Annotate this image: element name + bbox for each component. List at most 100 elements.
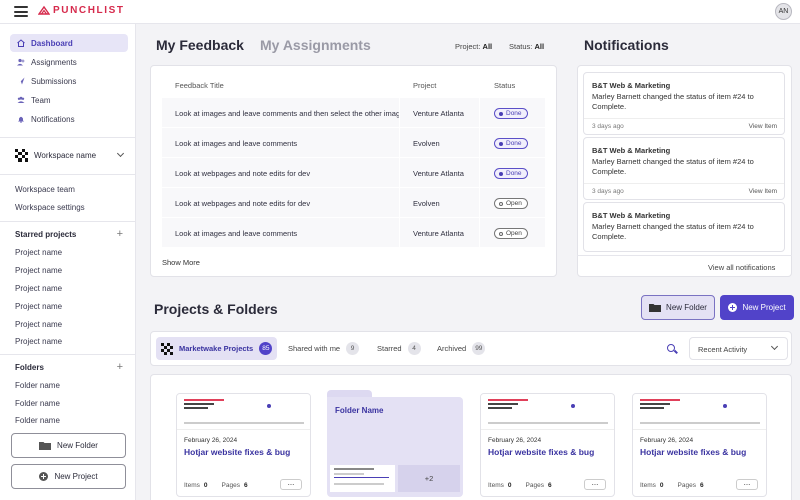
workspace-name: Workspace name xyxy=(34,150,97,160)
tab-count: 85 xyxy=(259,342,273,355)
feedback-project: Evolven xyxy=(413,139,440,148)
tab-marketwake-projects[interactable]: Marketwake Projects 85 xyxy=(156,337,278,360)
folder-thumbnail xyxy=(330,465,395,492)
project-date: February 26, 2024 xyxy=(488,437,542,444)
table-row[interactable]: Look at images and leave comments Evolve… xyxy=(162,127,545,158)
project-date: February 26, 2024 xyxy=(640,437,694,444)
starred-project-item[interactable]: Project name xyxy=(15,337,63,346)
view-item-link[interactable]: View Item xyxy=(748,188,777,195)
bell-icon xyxy=(18,116,24,123)
feedback-title: Look at images and leave comments and th… xyxy=(175,109,400,118)
folder-name[interactable]: Folder Name xyxy=(335,406,384,415)
new-folder-label: New Folder xyxy=(666,303,707,312)
table-row[interactable]: Look at images and leave comments Ventur… xyxy=(162,217,545,248)
feedback-title: Look at webpages and note edits for dev xyxy=(175,169,311,178)
starred-project-item[interactable]: Project name xyxy=(15,266,63,275)
nav-label: Submissions xyxy=(31,76,77,86)
workspace-settings-link[interactable]: Workspace settings xyxy=(15,203,85,212)
project-date: February 26, 2024 xyxy=(184,437,238,444)
starred-projects-heading: Starred projects xyxy=(15,230,77,239)
nav-label: Team xyxy=(31,95,51,105)
project-filter[interactable]: Project: All xyxy=(455,42,492,51)
folder-card[interactable]: Folder Name +2 xyxy=(327,390,463,497)
projects-title: Projects & Folders xyxy=(154,301,278,317)
project-stats: Items 0 Pages 6 xyxy=(184,482,248,489)
project-name[interactable]: Hotjar website fixes & bug xyxy=(488,447,595,457)
search-icon[interactable] xyxy=(667,344,675,352)
folder-item[interactable]: Folder name xyxy=(15,399,60,408)
status-badge: Open xyxy=(494,228,528,239)
feedback-title: Look at images and leave comments xyxy=(175,229,298,238)
status-badge: Done xyxy=(494,138,528,149)
folder-item[interactable]: Folder name xyxy=(15,416,60,425)
tab-label: Starred xyxy=(377,344,402,353)
tab-label: Archived xyxy=(437,344,467,353)
column-header-project: Project xyxy=(413,81,437,90)
notification-item[interactable]: B&T Web & Marketing Marley Barnett chang… xyxy=(583,72,785,135)
table-row[interactable]: Look at webpages and note edits for dev … xyxy=(162,157,545,188)
new-folder-button[interactable]: New Folder xyxy=(641,295,715,320)
nav-assignments[interactable]: Assignments xyxy=(10,53,128,71)
starred-project-item[interactable]: Project name xyxy=(15,284,63,293)
status-badge: Open xyxy=(494,198,528,209)
new-project-button[interactable]: New Project xyxy=(720,295,794,320)
avatar[interactable]: AN xyxy=(775,3,792,20)
nav-notifications[interactable]: Notifications xyxy=(10,110,128,128)
table-row[interactable]: Look at webpages and note edits for dev … xyxy=(162,187,545,218)
nav-label: Notifications xyxy=(31,114,75,124)
tab-shared-with-me[interactable]: Shared with me 9 xyxy=(288,337,360,360)
project-card[interactable]: February 26, 2024 Hotjar website fixes &… xyxy=(176,393,311,497)
status-filter[interactable]: Status: All xyxy=(509,42,544,51)
show-more-link[interactable]: Show More xyxy=(162,258,200,267)
notification-title: B&T Web & Marketing xyxy=(592,81,671,90)
feedback-title: Look at images and leave comments xyxy=(175,139,298,148)
project-card[interactable]: February 26, 2024 Hotjar website fixes &… xyxy=(480,393,615,497)
status-filter-label: Status: xyxy=(509,42,533,51)
notification-title: B&T Web & Marketing xyxy=(592,146,671,155)
tab-archived[interactable]: Archived 99 xyxy=(437,337,486,360)
tab-count: 4 xyxy=(407,342,421,355)
view-all-notifications-link[interactable]: View all notifications xyxy=(708,263,776,272)
project-card[interactable]: February 26, 2024 Hotjar website fixes &… xyxy=(632,393,767,497)
project-filter-label: Project: xyxy=(455,42,481,51)
plus-circle-icon xyxy=(39,472,49,481)
notification-title: B&T Web & Marketing xyxy=(592,211,671,220)
nav-team[interactable]: Team xyxy=(10,91,128,109)
table-row[interactable]: Look at images and leave comments and th… xyxy=(162,97,545,128)
project-name[interactable]: Hotjar website fixes & bug xyxy=(640,447,747,457)
sort-select[interactable]: Recent Activity xyxy=(689,337,788,360)
feedback-project: Evolven xyxy=(413,199,440,208)
starred-project-item[interactable]: Project name xyxy=(15,302,63,311)
workspace-team-link[interactable]: Workspace team xyxy=(15,185,75,194)
nav-submissions[interactable]: Submissions xyxy=(10,72,128,90)
feedback-title: Look at webpages and note edits for dev xyxy=(175,199,311,208)
menu-icon[interactable] xyxy=(14,6,28,17)
view-item-link[interactable]: View Item xyxy=(748,123,777,130)
add-folder-plus-icon[interactable]: + xyxy=(116,361,123,373)
user-plus-icon xyxy=(17,58,25,66)
project-name[interactable]: Hotjar website fixes & bug xyxy=(184,447,291,457)
chevron-down-icon xyxy=(116,149,125,158)
folder-item[interactable]: Folder name xyxy=(15,381,60,390)
sidebar-new-project-button[interactable]: New Project xyxy=(11,464,126,489)
chevron-down-icon xyxy=(770,342,779,351)
project-filter-value: All xyxy=(482,42,493,51)
more-options-button[interactable]: ... xyxy=(280,479,302,490)
starred-project-item[interactable]: Project name xyxy=(15,248,63,257)
tab-my-feedback[interactable]: My Feedback xyxy=(156,37,244,53)
tab-my-assignments[interactable]: My Assignments xyxy=(260,37,371,53)
notification-item[interactable]: B&T Web & Marketing Marley Barnett chang… xyxy=(583,202,785,252)
notification-item[interactable]: B&T Web & Marketing Marley Barnett chang… xyxy=(583,137,785,200)
sidebar: Dashboard Assignments Submissions Team N… xyxy=(0,24,136,500)
add-starred-plus-icon[interactable]: + xyxy=(116,228,123,240)
more-options-button[interactable]: ... xyxy=(736,479,758,490)
starred-project-item[interactable]: Project name xyxy=(15,320,63,329)
notifications-divider xyxy=(577,255,792,256)
new-folder-label: New Folder xyxy=(57,441,98,450)
tab-starred[interactable]: Starred 4 xyxy=(377,337,421,360)
sidebar-new-folder-button[interactable]: New Folder xyxy=(11,433,126,458)
workspace-switcher[interactable]: Workspace name xyxy=(15,148,127,162)
more-options-button[interactable]: ... xyxy=(584,479,606,490)
nav-dashboard[interactable]: Dashboard xyxy=(10,34,128,52)
app-logo[interactable]: PUNCHLIST xyxy=(38,5,125,16)
